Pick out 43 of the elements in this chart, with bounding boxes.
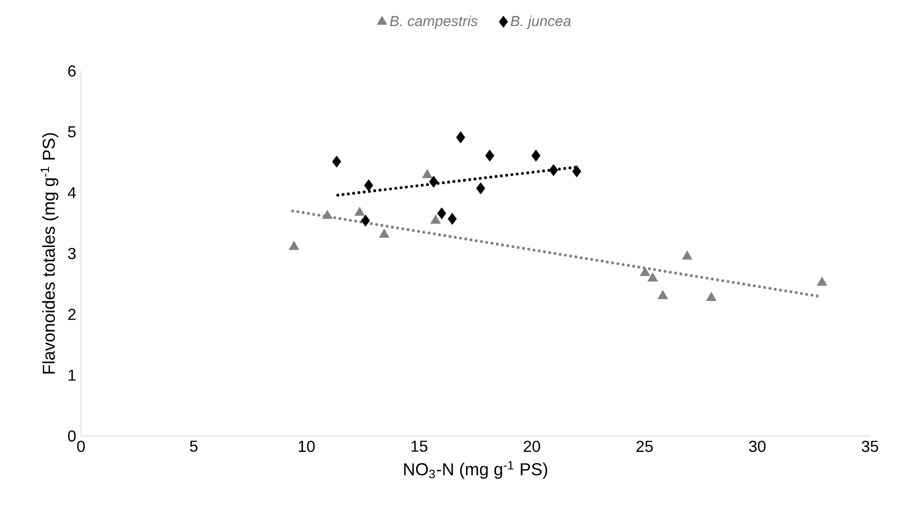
point [322, 210, 332, 219]
point [531, 150, 540, 162]
point [332, 156, 342, 168]
point [658, 290, 668, 300]
point [816, 276, 828, 286]
point [572, 166, 582, 178]
x-tick-label: 0 [77, 440, 85, 452]
y-tick-label: 1 [68, 370, 76, 381]
y-tick-label: 3 [68, 248, 76, 260]
point [361, 214, 370, 226]
point [379, 228, 390, 238]
point [706, 292, 716, 301]
point [682, 250, 692, 260]
point [648, 272, 658, 282]
point [448, 212, 457, 225]
x-tick-label: 20 [524, 440, 540, 452]
point [476, 182, 486, 194]
point [364, 180, 374, 192]
y-tick-label: 0 [68, 430, 76, 442]
y-axis-title: Flavonoides totales (mg g$^{-1}$ PS) [40, 133, 58, 374]
point [354, 206, 365, 216]
y-tick-label: 6 [68, 65, 76, 77]
point [549, 164, 558, 176]
x-tick-label: 30 [749, 440, 766, 452]
x-tick-label: 10 [298, 440, 315, 452]
x-tick-label: 25 [636, 440, 653, 452]
x-tick-label: 35 [862, 440, 878, 452]
point [429, 176, 438, 188]
y-tick-label: 5 [68, 126, 76, 138]
point [437, 208, 446, 220]
point [288, 240, 300, 250]
legend-label: B. juncea [510, 15, 571, 30]
y-tick-label: 4 [68, 187, 76, 198]
x-tick-label: 15 [411, 440, 428, 452]
point [485, 150, 494, 162]
y-tick-label: 2 [68, 308, 76, 320]
point [430, 214, 441, 224]
point [422, 169, 432, 178]
x-axis-title: NO$_{3}$-N (mg g$^{-1}$ PS) [404, 461, 548, 479]
point [456, 131, 466, 144]
x-tick-label: 5 [190, 440, 198, 452]
point [640, 267, 650, 276]
legend-label: B. campestris [390, 15, 478, 30]
